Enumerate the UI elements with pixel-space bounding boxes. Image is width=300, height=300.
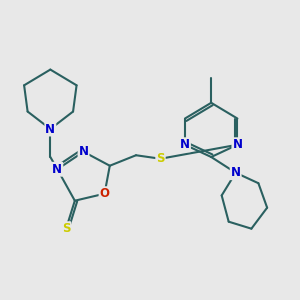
Text: N: N xyxy=(79,145,88,158)
Text: N: N xyxy=(180,138,190,151)
Text: N: N xyxy=(45,122,55,136)
Text: N: N xyxy=(231,166,241,179)
Text: S: S xyxy=(62,222,70,235)
Text: N: N xyxy=(52,163,62,176)
Text: S: S xyxy=(156,152,165,165)
Text: N: N xyxy=(232,138,242,151)
Text: O: O xyxy=(100,187,110,200)
